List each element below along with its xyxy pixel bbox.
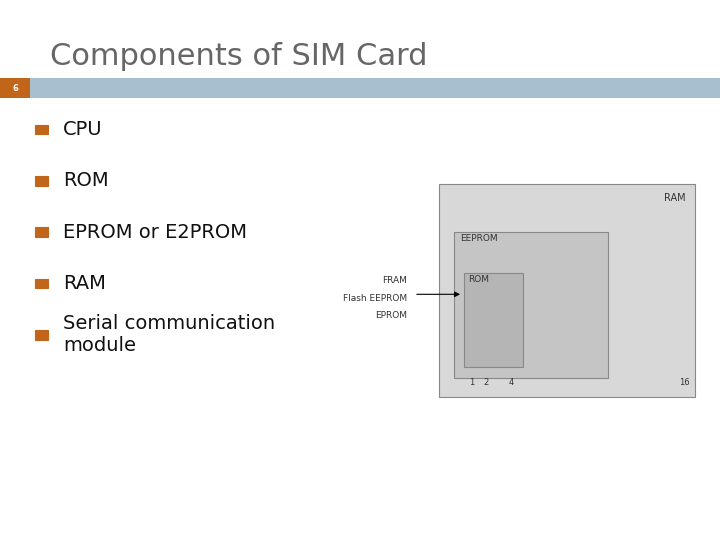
Text: CPU: CPU: [63, 120, 103, 139]
Text: Serial communication
module: Serial communication module: [63, 314, 276, 355]
Bar: [464, 273, 523, 367]
Bar: [0, 78, 30, 98]
Text: Components of SIM Card: Components of SIM Card: [50, 42, 428, 71]
Bar: [35, 330, 48, 340]
Text: FRAM: FRAM: [382, 276, 407, 285]
Bar: [439, 184, 695, 397]
Text: 1: 1: [469, 378, 474, 387]
Text: 4: 4: [508, 378, 514, 387]
Text: EPROM: EPROM: [375, 311, 407, 320]
Bar: [454, 232, 608, 378]
Bar: [35, 227, 48, 237]
Text: ROM: ROM: [468, 275, 489, 284]
Text: EPROM or E2PROM: EPROM or E2PROM: [63, 222, 248, 242]
Bar: [35, 125, 48, 134]
Text: Flash EEPROM: Flash EEPROM: [343, 294, 407, 302]
Bar: [0, 78, 720, 98]
Bar: [35, 279, 48, 288]
Text: 6: 6: [12, 84, 18, 92]
Text: RAM: RAM: [63, 274, 107, 293]
Text: 2: 2: [483, 378, 489, 387]
Text: RAM: RAM: [664, 193, 685, 204]
Bar: [35, 176, 48, 186]
Text: EEPROM: EEPROM: [460, 234, 498, 243]
Text: ROM: ROM: [63, 171, 109, 191]
Text: 16: 16: [679, 378, 689, 387]
